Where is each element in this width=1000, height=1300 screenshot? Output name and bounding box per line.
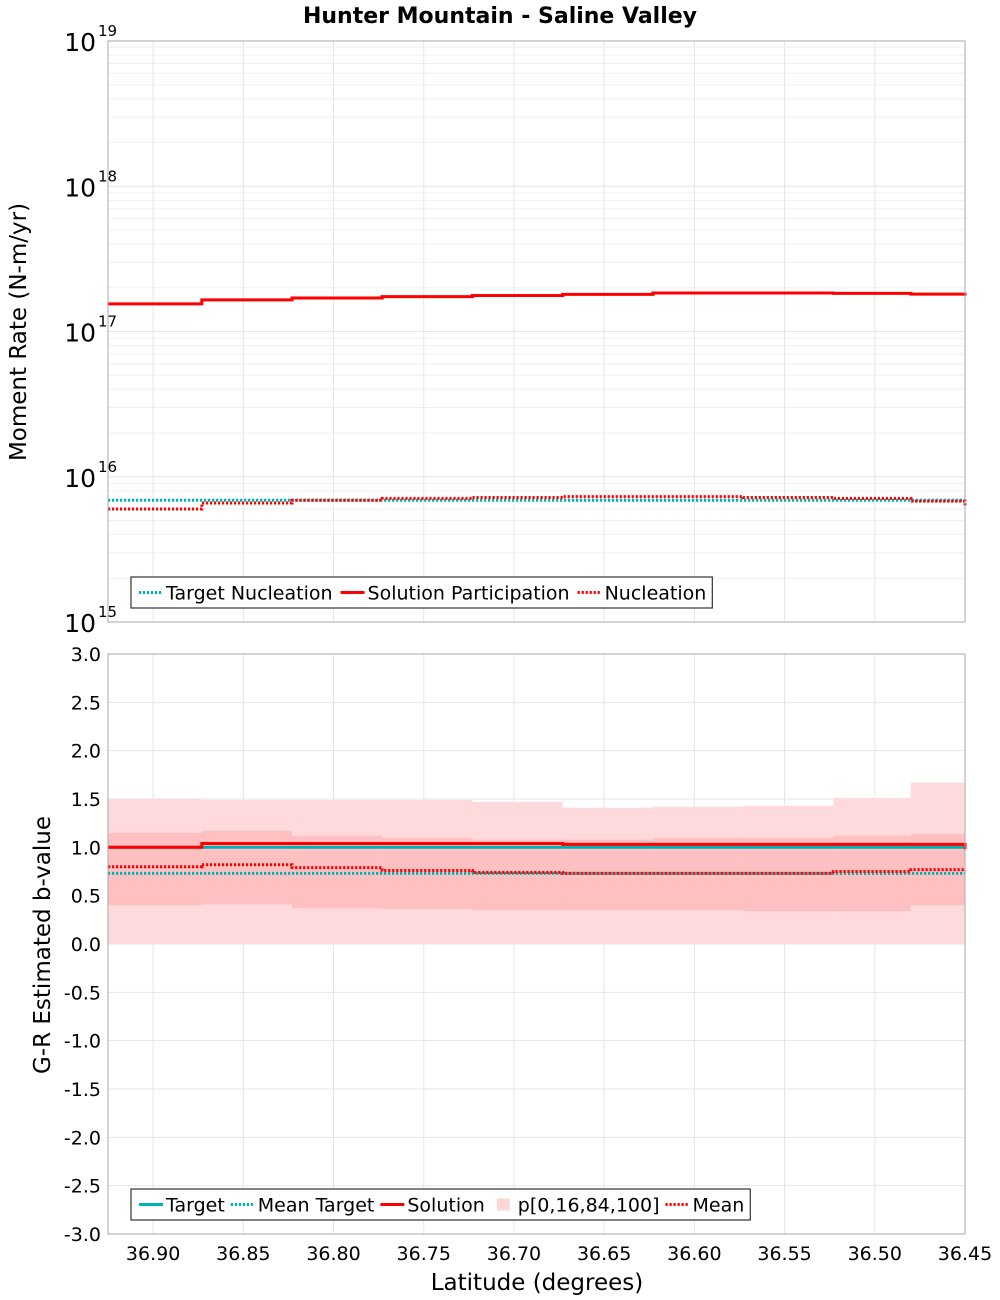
x-tick-label: 36.90 xyxy=(126,1243,180,1265)
top-y-tick-exponent: 19 xyxy=(98,22,117,40)
bottom-plot-frame xyxy=(107,653,966,1235)
bottom-y-tick-label: -2.0 xyxy=(64,1127,101,1149)
top-y-tick-base: 10 xyxy=(64,173,96,202)
bottom-y-tick-label: -3.0 xyxy=(64,1224,101,1246)
x-tick-label: 36.70 xyxy=(487,1243,541,1265)
top-y-tick-exponent: 15 xyxy=(98,603,117,621)
top-legend: Target Nucleation Solution Participation N… xyxy=(130,576,713,609)
bottom-y-tick-label: 2.5 xyxy=(71,692,101,714)
legend-label-solution: Solution xyxy=(407,1195,484,1217)
legend-label-nucleation: Nucleation xyxy=(605,583,707,605)
x-tick-label: 36.45 xyxy=(938,1243,992,1265)
top-y-tick-base: 10 xyxy=(64,464,96,493)
legend-label-p-0-16-84-100: p[0,16,84,100] xyxy=(518,1195,660,1217)
x-tick-label: 36.85 xyxy=(216,1243,270,1265)
x-tick-label: 36.60 xyxy=(667,1243,721,1265)
top-series-nucleation xyxy=(108,495,967,511)
x-tick-label: 36.80 xyxy=(306,1243,360,1265)
bottom-y-tick-label: 2.0 xyxy=(71,741,101,763)
legend-label-target-nucleation: Target Nucleation xyxy=(165,583,333,605)
legend-label-mean-target: Mean Target xyxy=(258,1195,375,1217)
bottom-y-axis-label: G-R Estimated b-value xyxy=(30,816,56,1074)
legend-label-solution-participation: Solution Participation xyxy=(368,583,570,605)
x-tick-label: 36.50 xyxy=(848,1243,902,1265)
bottom-y-tick-label: -2.5 xyxy=(64,1176,101,1198)
bottom-y-tick-label: 1.5 xyxy=(71,789,101,811)
b-value-panel: -3.0 -2.5 -2.0 -1.5 -1.0 -0.5 0.0 0.5 1.0 1.5 2.0 2… xyxy=(64,644,992,1265)
top-y-tick-exponent: 16 xyxy=(98,458,117,476)
legend-box xyxy=(130,1188,751,1221)
band-inner-segment xyxy=(201,830,293,905)
top-y-tick-exponent: 17 xyxy=(98,313,117,331)
legend-label-mean: Mean xyxy=(693,1195,745,1217)
bottom-y-tick-label: -1.5 xyxy=(64,1079,101,1101)
top-y-tick-base: 10 xyxy=(64,319,96,348)
legend-label-target: Target xyxy=(165,1195,225,1217)
top-y-tick-base: 10 xyxy=(64,28,96,57)
x-tick-label: 36.65 xyxy=(577,1243,631,1265)
top-plot-frame xyxy=(107,40,966,623)
top-y-tick-exponent: 18 xyxy=(98,167,117,185)
legend-box xyxy=(130,576,713,609)
x-axis-label: Latitude (degrees) xyxy=(431,1270,644,1296)
bottom-y-tick-label: 1.0 xyxy=(71,837,101,859)
band-inner-segment xyxy=(108,832,202,906)
bottom-y-tick-label: 3.0 xyxy=(71,644,101,666)
bottom-y-tick-label: 0.0 xyxy=(71,934,101,956)
bottom-legend: Target Mean Target Solution p[0,16,84,100] M… xyxy=(130,1188,751,1221)
legend-swatch-p-0-16-84-100 xyxy=(496,1198,510,1211)
top-y-tick-base: 10 xyxy=(64,609,96,638)
bottom-y-tick-label: -0.5 xyxy=(64,982,101,1004)
top-series-solution-participation xyxy=(108,291,967,306)
bottom-y-tick-label: -1.0 xyxy=(64,1031,101,1053)
x-tick-label: 36.55 xyxy=(757,1243,811,1265)
bottom-series-solution xyxy=(108,842,967,850)
bottom-y-tick-label: 0.5 xyxy=(71,886,101,908)
top-y-axis-label: Moment Rate (N-m/yr) xyxy=(6,203,32,461)
bottom-series-mean xyxy=(108,863,967,875)
chart-title: Hunter Mountain - Saline Valley xyxy=(303,4,697,29)
x-tick-label: 36.75 xyxy=(397,1243,451,1265)
